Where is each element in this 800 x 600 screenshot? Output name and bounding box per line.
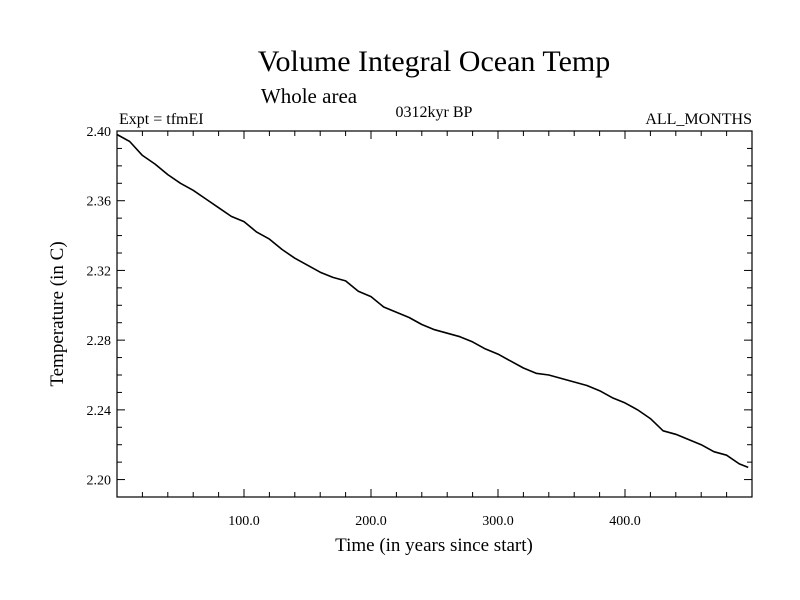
- experiment-label: Expt = tfmEI: [119, 111, 204, 128]
- x-tick-label: 200.0: [355, 514, 387, 529]
- temperature-series-line: [116, 133, 749, 469]
- months-label: ALL_MONTHS: [645, 111, 752, 128]
- y-tick-label: 2.40: [87, 125, 112, 140]
- y-tick-label: 2.20: [87, 474, 112, 489]
- chart-title: Volume Integral Ocean Temp: [258, 45, 611, 78]
- y-axis-tick-labels: 2.20 2.24 2.28 2.32 2.36 2.40: [87, 125, 112, 489]
- x-tick-label: 100.0: [228, 514, 260, 529]
- period-label: 0312kyr BP: [396, 104, 473, 121]
- x-axis-tick-labels: 100.0 200.0 300.0 400.0: [228, 514, 641, 529]
- y-axis-label: Temperature (in C): [47, 241, 68, 386]
- x-tick-label: 300.0: [482, 514, 514, 529]
- chart-subtitle: Whole area: [261, 84, 358, 108]
- x-tick-label: 400.0: [609, 514, 641, 529]
- x-axis-ticks: [141, 131, 728, 497]
- y-tick-label: 2.36: [87, 195, 112, 210]
- plot-frame: [116, 130, 753, 498]
- y-tick-label: 2.28: [87, 334, 112, 349]
- y-tick-label: 2.32: [87, 264, 112, 279]
- y-tick-label: 2.24: [87, 404, 112, 419]
- y-axis-ticks: [117, 130, 752, 481]
- x-axis-label: Time (in years since start): [335, 535, 533, 556]
